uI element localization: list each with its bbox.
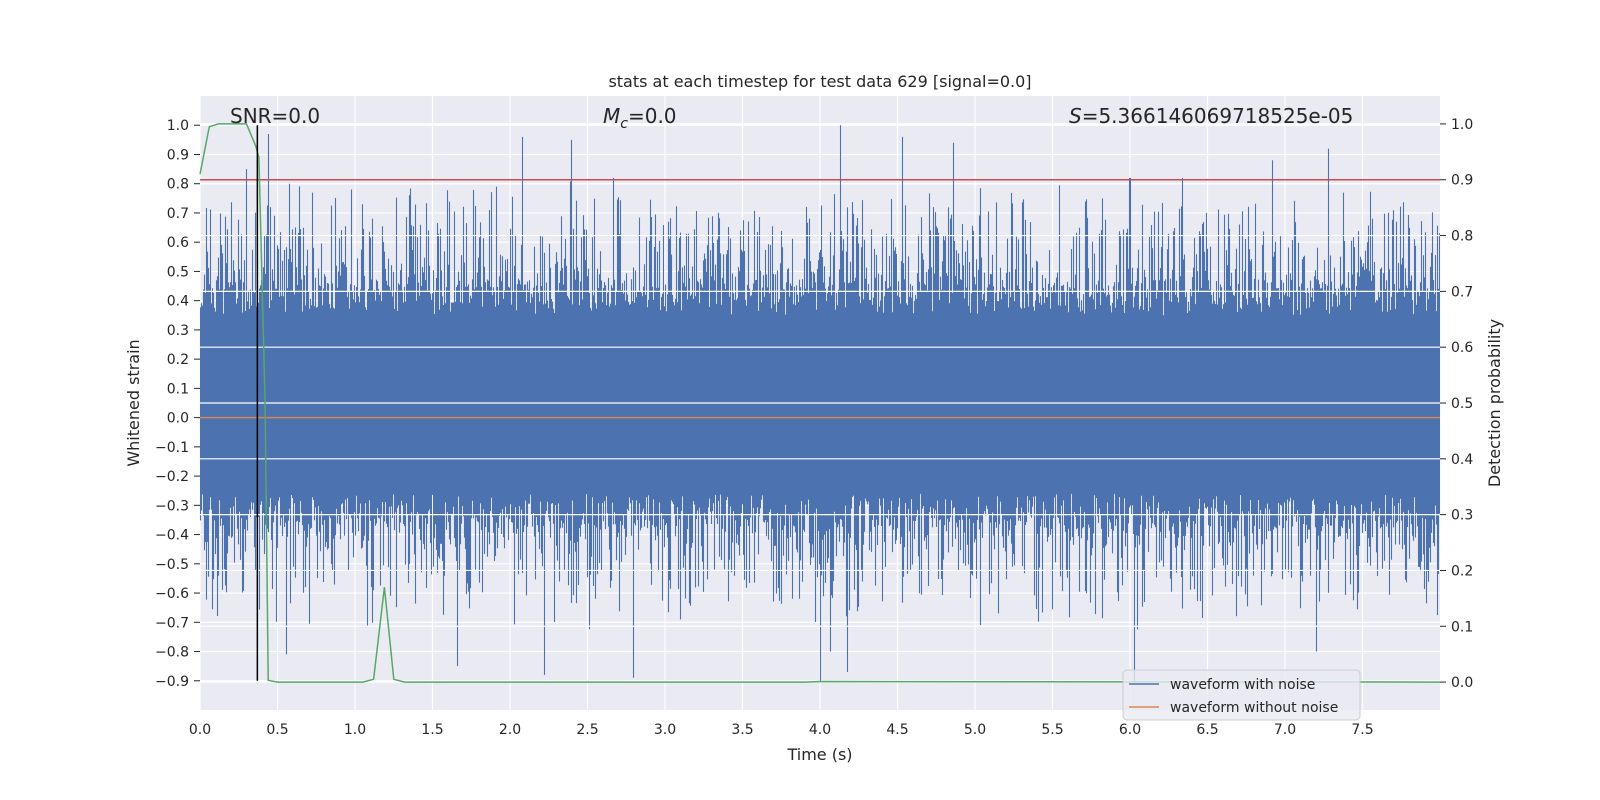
x-tick-label: 6.5 bbox=[1196, 722, 1218, 738]
series-detection-probability bbox=[199, 123, 1441, 683]
y2-tick-label: 0.1 bbox=[1451, 619, 1473, 635]
y-tick-label: −0.5 bbox=[155, 557, 189, 573]
legend: waveform with noise waveform without noi… bbox=[1122, 669, 1361, 721]
x-tick-label: 7.5 bbox=[1351, 722, 1373, 738]
x-tick-label: 0.0 bbox=[189, 722, 211, 738]
x-tick-label: 5.0 bbox=[964, 722, 986, 738]
y-axis-label: Whitened strain bbox=[124, 339, 143, 466]
mc-symbol: M bbox=[603, 104, 620, 128]
noise-envelope bbox=[199, 125, 1441, 684]
chart-title: stats at each timestep for test data 629… bbox=[608, 72, 1031, 91]
y-tick-label: −0.1 bbox=[155, 440, 189, 456]
statistic-annotation: S=5.366146069718525e-05 bbox=[1069, 104, 1353, 128]
x-tick-label: 5.5 bbox=[1041, 722, 1063, 738]
y-tick-label: −0.4 bbox=[155, 528, 189, 544]
y-tick-label: 0.6 bbox=[167, 235, 189, 251]
y2-tick-label: 0.4 bbox=[1451, 452, 1473, 468]
y-tick-label: 0.5 bbox=[167, 264, 189, 280]
y-tick-label: 0.0 bbox=[167, 411, 189, 427]
y-tick-label: −0.3 bbox=[155, 498, 189, 514]
x-axis-label: Time (s) bbox=[786, 745, 852, 764]
y2-tick-label: 0.2 bbox=[1451, 563, 1473, 579]
y-tick-label: 1.0 bbox=[167, 118, 189, 134]
x-tick-label: 6.0 bbox=[1119, 722, 1141, 738]
legend-label-waveform-without-noise: waveform without noise bbox=[1170, 700, 1338, 716]
y-tick-label: −0.8 bbox=[155, 645, 189, 661]
x-tick-label: 7.0 bbox=[1274, 722, 1296, 738]
y-tick-label: −0.6 bbox=[155, 586, 189, 602]
y-tick-label: −0.9 bbox=[155, 674, 189, 690]
y2-tick-label: 0.8 bbox=[1451, 229, 1473, 245]
x-tick-label: 3.0 bbox=[654, 722, 676, 738]
x-tick-label: 1.0 bbox=[344, 722, 366, 738]
y2-tick-label: 0.6 bbox=[1451, 340, 1473, 356]
y2-tick-label: 0.0 bbox=[1451, 675, 1473, 691]
chart-lines bbox=[199, 123, 1441, 683]
y-tick-label: 0.7 bbox=[167, 206, 189, 222]
y-tick-label: 0.2 bbox=[167, 352, 189, 368]
x-tick-label: 2.5 bbox=[576, 722, 598, 738]
mc-value: =0.0 bbox=[628, 104, 677, 128]
y-tick-label: −0.7 bbox=[155, 615, 189, 631]
y2-tick-label: 0.5 bbox=[1451, 396, 1473, 412]
x-tick-label: 1.5 bbox=[421, 722, 443, 738]
y2-tick-label: 1.0 bbox=[1451, 117, 1473, 133]
y2-tick-label: 0.3 bbox=[1451, 508, 1473, 524]
y-tick-label: 0.1 bbox=[167, 381, 189, 397]
y-tick-label: 0.8 bbox=[167, 177, 189, 193]
y2-tick-label: 0.7 bbox=[1451, 284, 1473, 300]
chirp-mass-annotation: Mc=0.0 bbox=[603, 104, 677, 132]
y2-ticks: 0.0 0.1 0.2 0.3 0.4 0.5 0.6 0.7 0.8 0.9 1.0 bbox=[1440, 117, 1473, 691]
legend-label-waveform-with-noise: waveform with noise bbox=[1170, 677, 1315, 693]
y-ticks: −0.9 −0.8 −0.7 −0.6 −0.5 −0.4 −0.3 −0.2 −0.1 0.0 0… bbox=[155, 118, 200, 690]
y-tick-label: 0.3 bbox=[167, 323, 189, 339]
series-waveform-with-noise bbox=[199, 125, 1441, 684]
x-tick-label: 3.5 bbox=[731, 722, 753, 738]
y-tick-label: −0.2 bbox=[155, 469, 189, 485]
legend-box bbox=[1122, 669, 1361, 721]
x-tick-label: 0.5 bbox=[266, 722, 288, 738]
y-tick-label: 0.4 bbox=[167, 294, 189, 310]
snr-annotation: SNR=0.0 bbox=[230, 104, 320, 128]
y-tick-label: 0.9 bbox=[167, 147, 189, 163]
mc-subscript: c bbox=[620, 116, 628, 132]
x-tick-label: 2.0 bbox=[499, 722, 521, 738]
y2-tick-label: 0.9 bbox=[1451, 173, 1473, 189]
s-symbol: S bbox=[1069, 104, 1082, 128]
x-tick-label: 4.0 bbox=[809, 722, 831, 738]
y2-axis-label: Detection probability bbox=[1485, 319, 1504, 487]
x-ticks: 0.0 0.5 1.0 1.5 2.0 2.5 3.0 3.5 4.0 4.5 5.0 5.5 6.0 6… bbox=[189, 722, 1374, 738]
s-value: =5.366146069718525e-05 bbox=[1082, 104, 1354, 128]
x-tick-label: 4.5 bbox=[886, 722, 908, 738]
